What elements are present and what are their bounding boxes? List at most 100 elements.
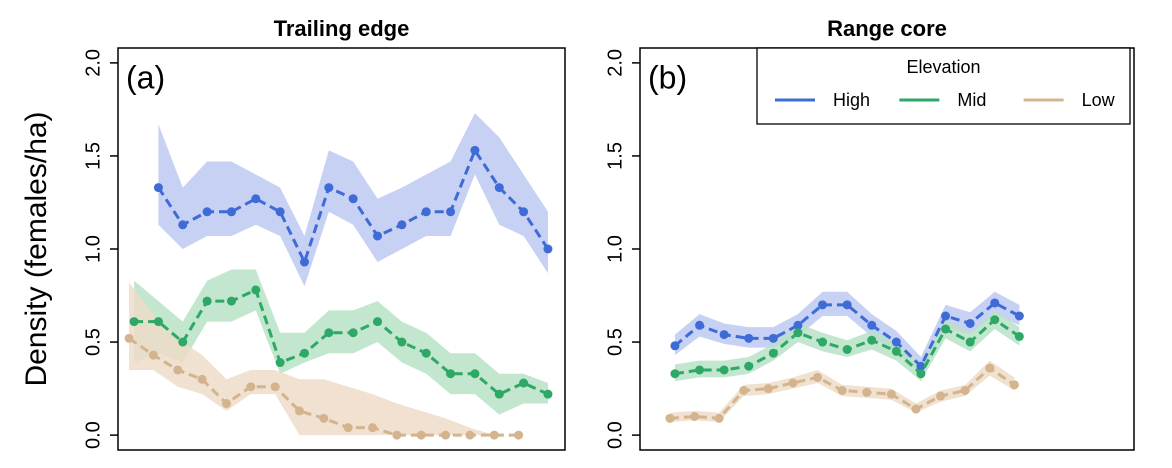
data-point	[392, 430, 402, 440]
panel-label: (b)	[648, 59, 687, 95]
data-point	[124, 333, 134, 343]
data-point	[178, 337, 188, 347]
data-point	[543, 389, 553, 399]
data-point	[891, 337, 901, 347]
data-point	[494, 183, 504, 193]
data-point	[768, 333, 778, 343]
data-point	[421, 348, 431, 358]
data-point	[867, 335, 877, 345]
data-point	[714, 413, 724, 423]
y-tick-label: 0.0	[82, 421, 104, 449]
data-point	[690, 412, 700, 421]
data-point	[719, 330, 729, 340]
data-point	[368, 423, 378, 433]
data-point	[886, 389, 896, 399]
data-point	[818, 337, 828, 347]
legend-label: Low	[1082, 90, 1116, 110]
data-point	[446, 207, 456, 217]
data-point	[494, 389, 504, 399]
data-point	[397, 220, 407, 230]
data-point	[178, 220, 188, 230]
data-point	[788, 378, 798, 388]
data-point	[990, 298, 1000, 308]
y-tick-label: 0.5	[604, 328, 626, 356]
data-point	[793, 328, 803, 338]
data-point	[965, 337, 975, 347]
y-tick-label: 1.0	[604, 235, 626, 263]
data-point	[719, 365, 729, 375]
data-point	[514, 430, 524, 440]
data-point	[965, 318, 975, 328]
data-point	[768, 348, 778, 358]
legend-title: Elevation	[906, 57, 980, 77]
data-point	[470, 369, 480, 379]
data-point	[916, 361, 926, 371]
chart-title: Trailing edge	[274, 16, 410, 41]
confidence-band	[134, 269, 548, 415]
data-point	[251, 285, 261, 295]
data-point	[397, 337, 407, 347]
y-tick-label: 1.5	[82, 142, 104, 170]
y-tick-label: 2.0	[604, 49, 626, 77]
data-point	[153, 317, 163, 327]
data-point	[489, 430, 499, 440]
y-tick-label: 2.0	[82, 49, 104, 77]
data-point	[1009, 380, 1019, 390]
y-axis-label: Density (females/ha)	[20, 111, 53, 386]
data-point	[226, 207, 236, 217]
data-point	[818, 300, 828, 310]
data-point	[299, 257, 309, 267]
data-point	[294, 406, 304, 416]
data-point	[543, 244, 553, 254]
data-point	[916, 369, 926, 379]
y-tick-label: 0.0	[604, 421, 626, 449]
data-point	[197, 374, 207, 384]
data-point	[519, 207, 529, 217]
data-point	[470, 145, 480, 155]
data-point	[441, 430, 451, 440]
confidence-band	[129, 282, 519, 436]
data-point	[695, 320, 705, 330]
data-point	[739, 385, 749, 395]
legend-label: High	[833, 90, 870, 110]
data-point	[446, 369, 456, 379]
data-point	[465, 430, 475, 440]
data-point	[319, 413, 329, 423]
data-point	[519, 378, 529, 388]
data-point	[670, 369, 680, 379]
data-point	[842, 300, 852, 310]
y-tick-label: 1.5	[604, 142, 626, 170]
data-point	[862, 387, 872, 397]
data-point	[867, 320, 877, 330]
data-point	[324, 328, 334, 338]
data-point	[891, 346, 901, 356]
data-point	[960, 385, 970, 395]
data-point	[1014, 311, 1024, 321]
data-point	[911, 404, 921, 414]
series-line	[134, 287, 549, 396]
data-point	[813, 372, 823, 382]
legend-label: Mid	[957, 90, 986, 110]
data-point	[373, 317, 383, 327]
data-point	[173, 365, 183, 375]
data-point	[985, 363, 995, 373]
y-tick-label: 1.0	[82, 235, 104, 263]
data-point	[837, 385, 847, 395]
data-point	[421, 207, 431, 217]
data-point	[153, 183, 163, 193]
data-point	[416, 430, 426, 440]
data-point	[148, 350, 158, 360]
data-point	[348, 328, 358, 338]
data-point	[744, 361, 754, 371]
data-point	[251, 194, 261, 204]
data-point	[348, 194, 358, 204]
data-point	[842, 345, 852, 354]
y-tick-label: 0.5	[82, 328, 104, 356]
data-point	[695, 365, 705, 375]
data-point	[202, 207, 212, 217]
data-point	[670, 341, 680, 351]
data-point	[270, 382, 280, 392]
data-point	[226, 296, 236, 306]
data-point	[299, 348, 309, 358]
data-point	[373, 231, 383, 241]
